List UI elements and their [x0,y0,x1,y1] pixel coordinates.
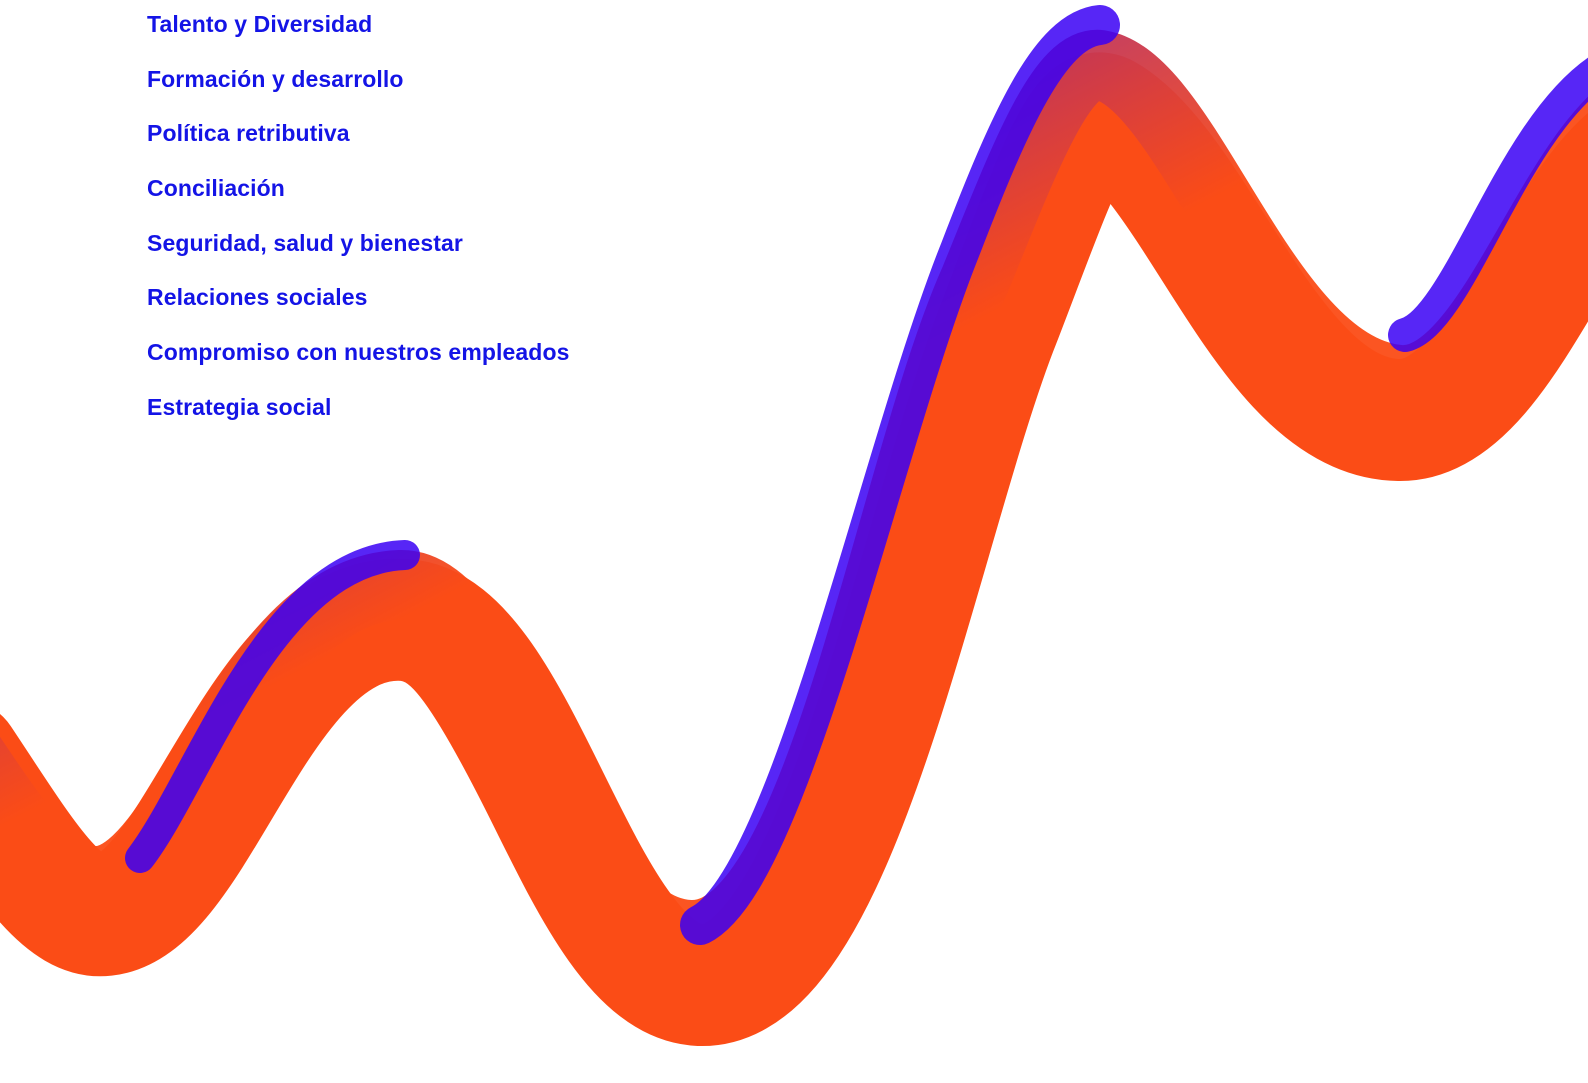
menu-link-formacion-desarrollo[interactable]: Formación y desarrollo [147,65,404,92]
menu-link-talento-diversidad[interactable]: Talento y Diversidad [147,11,373,37]
section-menu: Talento y Diversidad Formación y desarro… [147,8,570,446]
menu-link-compromiso-empleados[interactable]: Compromiso con nuestros empleados [147,339,570,366]
menu-link-politica-retributiva[interactable]: Política retributiva [147,120,350,147]
menu-item-seguridad-salud-bienestar: Seguridad, salud y bienestar [147,227,570,282]
menu-item-talento-diversidad: Talento y Diversidad [147,8,570,63]
ribbon-edge-1 [125,540,420,873]
menu-item-politica-retributiva: Política retributiva [147,117,570,172]
menu-item-formacion-desarrollo: Formación y desarrollo [147,63,570,118]
ribbon-edge-2 [680,5,1120,945]
menu-item-relaciones-sociales: Relaciones sociales [147,281,570,336]
menu-item-estrategia-social: Estrategia social [147,391,570,446]
ribbon-edge-3 [1388,57,1588,352]
menu-item-compromiso-empleados: Compromiso con nuestros empleados [147,336,570,391]
menu-link-conciliacion[interactable]: Conciliación [147,175,285,202]
menu-link-seguridad-salud-bienestar[interactable]: Seguridad, salud y bienestar [147,229,463,256]
menu-link-estrategia-social[interactable]: Estrategia social [147,393,332,420]
menu-item-conciliacion: Conciliación [147,172,570,227]
menu-link-relaciones-sociales[interactable]: Relaciones sociales [147,284,368,311]
